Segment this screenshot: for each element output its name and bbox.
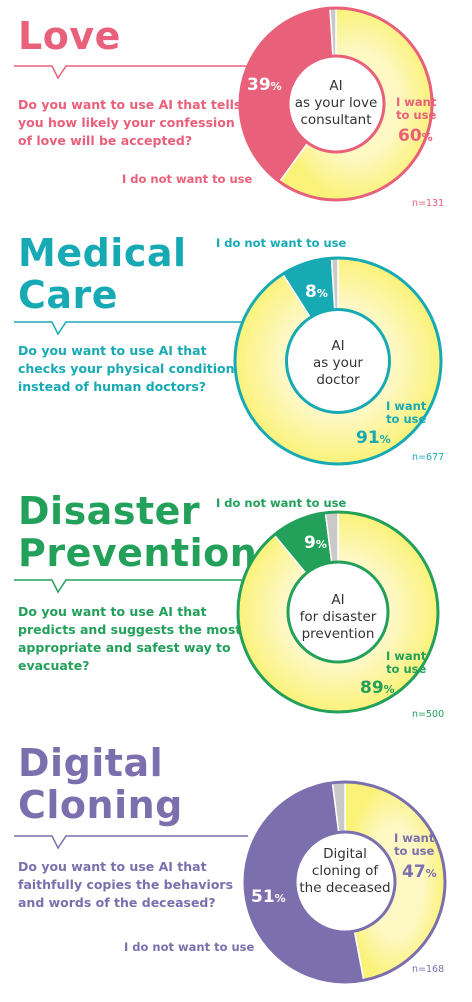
center-label-line: for disaster: [299, 608, 377, 625]
want-label-line: I want: [386, 399, 427, 413]
center-label-line: Digital: [323, 846, 367, 862]
pct-want: 47%: [402, 862, 437, 882]
center-label-line: as your love: [294, 94, 378, 111]
sample-size: n=168: [412, 964, 445, 975]
donut-outer-ring: [243, 780, 447, 984]
callout-line: [14, 579, 262, 594]
center-label: AI as your love consultant: [281, 78, 391, 129]
callout-path: [14, 579, 262, 594]
center-label: AI for disaster prevention: [283, 592, 393, 643]
section-title: Medical Care: [18, 232, 187, 316]
title-line: Medical: [18, 231, 187, 275]
section-title: Digital Cloning: [18, 742, 183, 826]
not-want-label: I do not want to use: [124, 940, 255, 954]
section-medical: Medical Care Do you want to use AI that …: [0, 230, 472, 470]
question-text: Do you want to use AI that checks your p…: [18, 343, 235, 395]
donut-chart: [233, 256, 443, 466]
center-label-line: the deceased: [299, 879, 391, 896]
pct-unit: %: [425, 867, 437, 880]
donut-center: [293, 830, 397, 934]
want-label: I want to use: [394, 832, 434, 857]
center-label-line: cloning of: [311, 862, 379, 879]
donut-center: [285, 308, 391, 414]
donut-chart: [236, 510, 440, 714]
pct-unit: %: [421, 131, 433, 144]
pct-want: 91%: [356, 428, 391, 448]
section-disaster: Disaster Prevention Do you want to use A…: [0, 490, 472, 730]
pct-want-value: 89: [360, 678, 384, 698]
want-label: I want to use: [386, 650, 426, 675]
pct-want-value: 60: [398, 126, 422, 146]
center-label-line: prevention: [301, 625, 375, 642]
want-label-line: I want: [396, 95, 437, 109]
callout-path: [14, 65, 262, 80]
pct-unit: %: [383, 683, 395, 696]
title-line: Disaster: [18, 489, 201, 533]
callout-path: [14, 321, 246, 336]
callout-path: [14, 835, 248, 850]
want-label-line: I want: [394, 831, 435, 845]
donut-outer-ring: [233, 256, 443, 466]
pct-not-want-value: 39: [247, 75, 271, 95]
want-label: I want to use: [386, 400, 426, 425]
title-line: Cloning: [18, 783, 183, 827]
pct-unit: %: [274, 892, 286, 905]
want-label-line: to use: [386, 661, 427, 676]
section-title: Love: [18, 14, 121, 58]
pct-unit: %: [379, 433, 391, 446]
sample-size: n=500: [412, 709, 445, 720]
pct-not-want-value: 9: [304, 533, 316, 553]
center-label-line: doctor: [316, 371, 360, 388]
title-line: Care: [18, 273, 119, 317]
pct-want: 89%: [360, 678, 395, 698]
pct-unit: %: [270, 80, 282, 93]
pct-not-want-value: 8: [305, 282, 317, 302]
title-line: Digital: [18, 741, 164, 785]
pct-not-want: 9%: [304, 533, 327, 553]
donut-outer-ring: [236, 510, 440, 714]
pct-not-want: 51%: [251, 887, 286, 907]
section-cloning: Digital Cloning Do you want to use AI th…: [0, 742, 472, 989]
title-line: Love: [18, 14, 121, 58]
pct-want-value: 47: [402, 862, 426, 882]
pct-want-value: 91: [356, 428, 380, 448]
donut-chart: [238, 6, 434, 202]
center-label: Digital cloning of the deceased: [290, 846, 400, 897]
not-want-label: I do not want to use: [122, 172, 253, 186]
pct-want: 60%: [398, 126, 433, 146]
pct-not-want: 8%: [305, 282, 328, 302]
want-label-line: to use: [396, 107, 437, 122]
donut-center: [286, 54, 386, 154]
center-label-line: as your: [313, 354, 363, 371]
want-label-line: to use: [386, 411, 427, 426]
pct-unit: %: [315, 538, 327, 551]
question-text: Do you want to use AI that predicts and …: [18, 604, 242, 674]
section-love: Love Do you want to use AI that tells yo…: [0, 0, 472, 225]
pct-not-want-value: 51: [251, 887, 275, 907]
callout-line: [14, 321, 246, 336]
pct-not-want: 39%: [247, 75, 282, 95]
center-label-line: AI: [331, 592, 345, 608]
not-want-label: I do not want to use: [216, 496, 347, 510]
section-title: Disaster Prevention: [18, 490, 257, 574]
center-label-line: consultant: [300, 111, 372, 128]
callout-line: [14, 835, 248, 850]
title-line: Prevention: [18, 531, 258, 575]
center-label: AI as your doctor: [283, 338, 393, 389]
center-label-line: AI: [329, 78, 343, 94]
want-label-line: to use: [394, 843, 435, 858]
pct-unit: %: [316, 287, 328, 300]
question-text: Do you want to use AI that tells you how…: [18, 97, 242, 149]
want-label: I want to use: [396, 96, 436, 121]
want-label-line: I want: [386, 649, 427, 663]
donut-center: [286, 560, 390, 664]
sample-size: n=677: [412, 452, 445, 463]
question-text: Do you want to use AI that faithfully co…: [18, 859, 234, 911]
callout-line: [14, 65, 262, 80]
sample-size: n=131: [412, 198, 445, 209]
donut-chart: [243, 780, 447, 984]
not-want-label: I do not want to use: [216, 236, 347, 250]
center-label-line: AI: [331, 338, 345, 354]
donut-outer-ring: [238, 6, 434, 202]
